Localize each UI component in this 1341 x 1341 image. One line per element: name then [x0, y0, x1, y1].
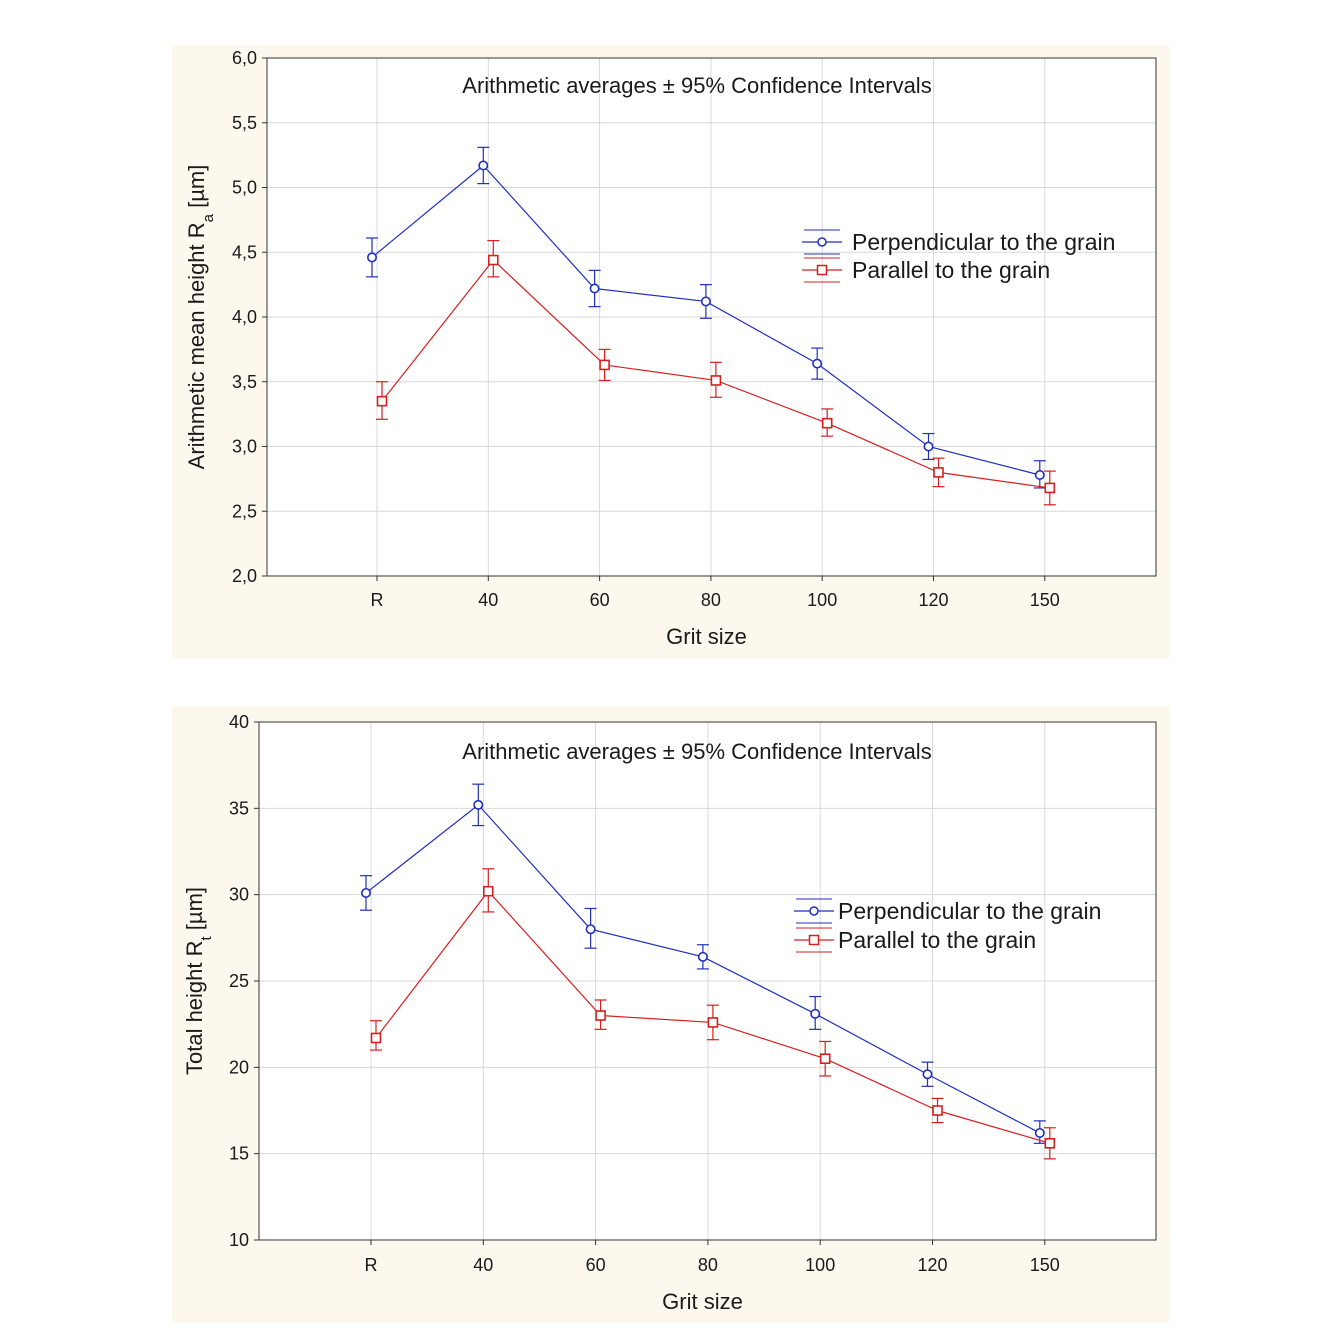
y-tick-label: 5,5 [232, 113, 257, 133]
data-point-square [370, 1032, 382, 1044]
legend-marker-square [808, 934, 820, 946]
data-point-square [487, 254, 499, 266]
data-point-circle [473, 799, 484, 810]
y-tick-label: 2,5 [232, 501, 257, 521]
data-point-square [1044, 1138, 1056, 1149]
chart-title: Arithmetic averages ± 95% Confidence Int… [462, 739, 931, 764]
x-tick-label: 150 [1030, 1255, 1060, 1275]
y-tick-label: 30 [229, 885, 249, 905]
y-axis-title: Total height Rt [µm] [182, 887, 215, 1075]
data-point-square [482, 885, 494, 897]
data-point-circle [697, 951, 708, 962]
legend-label: Parallel to the grain [838, 927, 1036, 953]
legend-label: Parallel to the grain [852, 257, 1050, 283]
x-tick-label: 40 [473, 1255, 493, 1275]
chart-panel-rt: 10 15 20 25 30 35 40 R 40 60 80 100 120 150 Arithmetic… [172, 706, 1170, 1322]
y-axis-title: Arithmetic mean height Ra [µm] [184, 165, 217, 470]
x-tick-label: 80 [698, 1255, 718, 1275]
chart-title: Arithmetic averages ± 95% Confidence Int… [462, 73, 931, 98]
x-tick-label: 100 [805, 1255, 835, 1275]
legend-marker-circle [809, 906, 819, 916]
data-point-circle [1034, 469, 1045, 480]
data-point-square [595, 1010, 606, 1021]
data-point-circle [361, 887, 372, 898]
legend-label: Perpendicular to the grain [852, 229, 1115, 255]
legend-marker-square [816, 264, 828, 276]
y-tick-label: 10 [229, 1230, 249, 1250]
y-tick-label: 40 [229, 712, 249, 732]
y-tick-label: 6,0 [232, 48, 257, 68]
data-point-square [710, 375, 722, 386]
x-axis-title: Grit size [662, 1289, 743, 1314]
data-point-square [1044, 482, 1056, 494]
data-point-circle [1034, 1127, 1045, 1138]
y-tick-label: 3,0 [232, 437, 257, 457]
y-tick-label: 4,0 [232, 307, 257, 327]
data-point-square [932, 1105, 943, 1116]
y-tick-label: 20 [229, 1057, 249, 1077]
x-tick-label: 120 [917, 1255, 947, 1275]
plot-border [266, 57, 1157, 577]
y-tick-label: 25 [229, 971, 249, 991]
y-axis-title-main: Arithmetic mean height R [184, 222, 209, 469]
data-point-circle [589, 283, 600, 294]
data-point-square [821, 417, 833, 429]
chart-panel-ra: 2,0 2,5 3,0 3,5 4,0 4,5 5,0 5,5 6,0 R 40 60 80 100 120… [172, 46, 1170, 658]
data-point-circle [700, 296, 711, 307]
plot-border [258, 721, 1157, 1241]
x-tick-label: 60 [590, 590, 610, 610]
data-point-square [819, 1053, 831, 1065]
y-tick-label: 35 [229, 798, 249, 818]
x-axis-title: Grit size [666, 624, 747, 649]
legend-label: Perpendicular to the grain [838, 898, 1101, 924]
x-tick-label: 120 [918, 590, 948, 610]
x-tick-label: 100 [807, 590, 837, 610]
y-axis-title-unit: [µm] [184, 165, 209, 214]
y-tick-label: 2,0 [232, 566, 257, 586]
x-tick-label: 80 [701, 590, 721, 610]
x-tick-label: 150 [1030, 590, 1060, 610]
chart-ra-svg: 2,0 2,5 3,0 3,5 4,0 4,5 5,0 5,5 6,0 R 40 60 80 100 120… [184, 48, 1157, 649]
data-point-circle [923, 441, 934, 452]
legend-marker-circle [817, 237, 827, 247]
data-point-circle [478, 160, 489, 171]
chart-rt-svg: 10 15 20 25 30 35 40 R 40 60 80 100 120 150 Arithmetic… [182, 712, 1157, 1314]
x-tick-label: 60 [586, 1255, 606, 1275]
y-axis-title-unit: [µm] [182, 887, 207, 936]
y-tick-label: 4,5 [232, 242, 257, 262]
y-axis-title-subscript: t [198, 935, 215, 940]
y-tick-label: 15 [229, 1144, 249, 1164]
y-axis-title-subscript: a [200, 213, 217, 222]
x-tick-label: R [365, 1255, 378, 1275]
x-tick-label: 40 [478, 590, 498, 610]
y-tick-label: 5,0 [232, 178, 257, 198]
x-tick-label: R [371, 590, 384, 610]
data-point-square [707, 1017, 719, 1028]
data-point-square [599, 359, 610, 371]
y-axis-title-main: Total height R [182, 940, 207, 1075]
data-point-circle [810, 1008, 821, 1019]
y-tick-label: 3,5 [232, 372, 257, 392]
data-point-circle [585, 924, 596, 935]
data-point-square [933, 467, 944, 478]
data-point-circle [812, 358, 823, 369]
data-point-square [376, 395, 388, 407]
data-point-circle [922, 1069, 933, 1080]
data-point-circle [367, 252, 378, 263]
